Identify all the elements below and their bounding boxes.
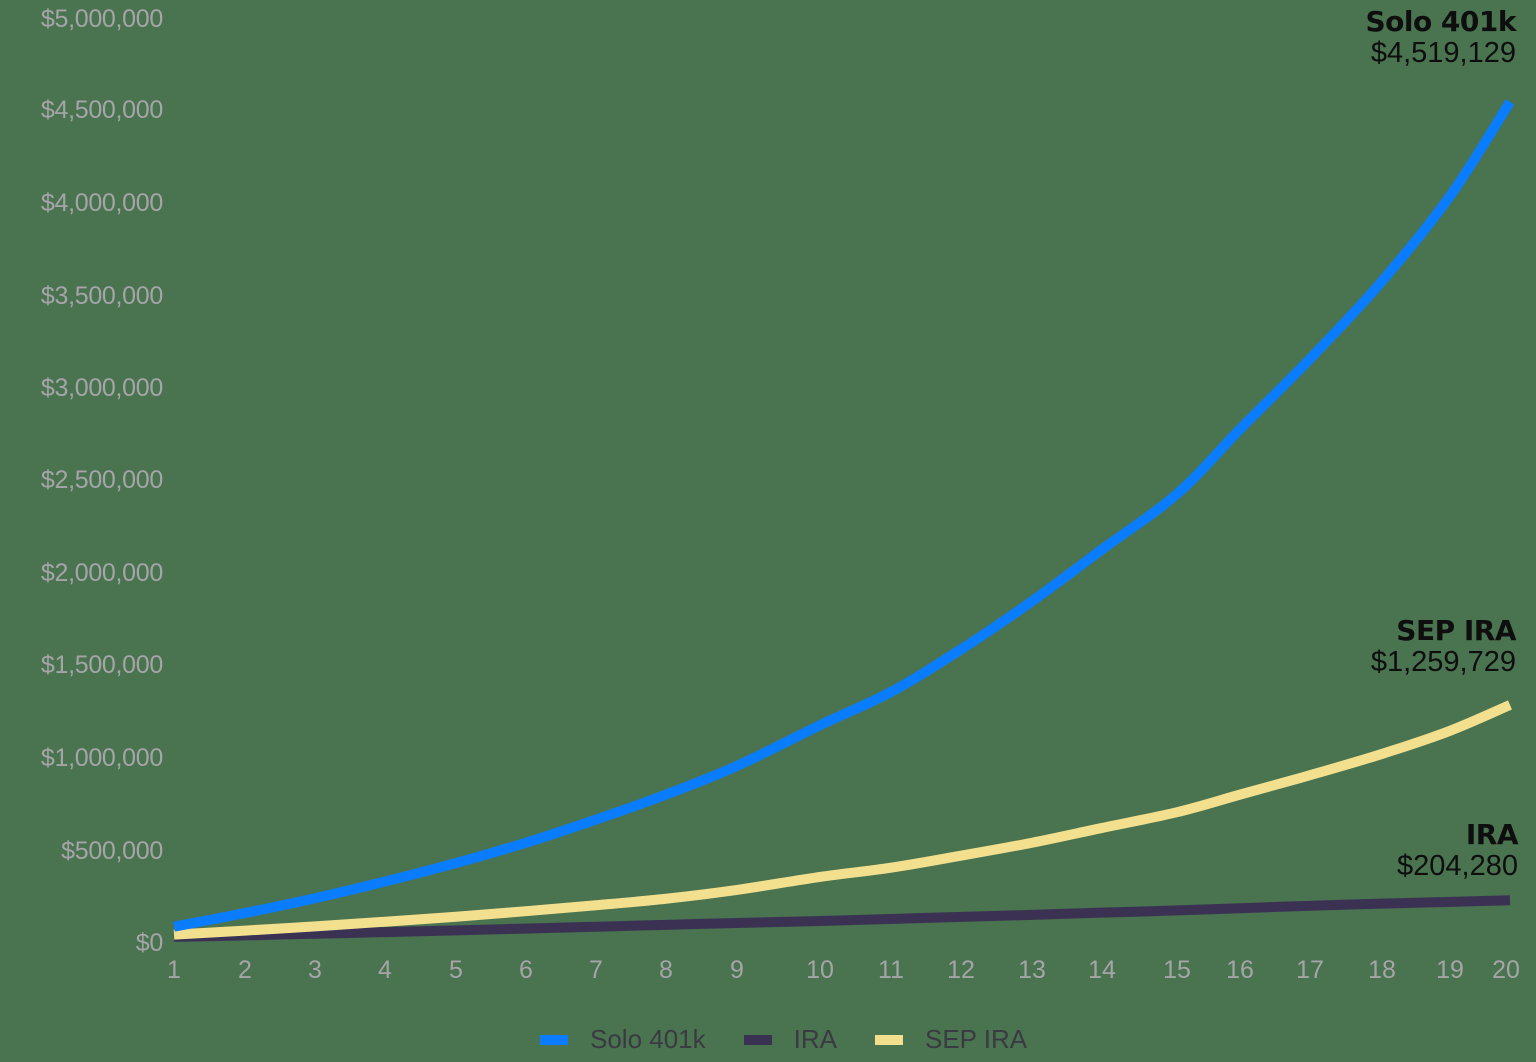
legend-item-ira[interactable]: IRA (743, 1024, 837, 1055)
y-tick-label: $2,000,000 (40, 559, 163, 587)
y-tick-label: $1,500,000 (40, 651, 163, 679)
legend-item-sep-ira[interactable]: SEP IRA (875, 1024, 1027, 1055)
x-tick-label: 15 (1163, 956, 1191, 984)
x-tick-label: 9 (730, 956, 744, 984)
x-tick-label: 17 (1296, 956, 1324, 984)
y-tick-label: $3,000,000 (40, 374, 163, 402)
y-tick-label: $4,500,000 (40, 96, 163, 124)
y-tick-label: $2,500,000 (40, 466, 163, 494)
x-tick-label: 5 (449, 956, 463, 984)
ira-end-label: IRA $204,280 (1397, 818, 1519, 883)
y-tick-label: $3,500,000 (40, 282, 163, 310)
solo-401k-end-label: Solo 401k $4,519,129 (1365, 5, 1516, 70)
series-name: SEP IRA (1396, 614, 1516, 647)
legend-label: Solo 401k (590, 1024, 706, 1054)
x-tick-label: 16 (1226, 956, 1254, 984)
series-final-value: $1,259,729 (1370, 646, 1516, 678)
solo-401k-line (173, 99, 1515, 932)
y-tick-label: $500,000 (61, 837, 163, 865)
sep-ira-end-label: SEP IRA $1,259,729 (1370, 614, 1517, 679)
y-tick-label: $1,000,000 (40, 744, 163, 772)
x-tick-label: 10 (806, 956, 834, 984)
legend-label: SEP IRA (925, 1024, 1028, 1054)
legend-item-solo-401k[interactable]: Solo 401k (540, 1024, 706, 1055)
series-name: IRA (1465, 818, 1519, 851)
x-tick-label: 14 (1088, 956, 1116, 984)
x-tick-label: 1 (167, 956, 181, 984)
x-tick-label: 4 (378, 956, 392, 984)
x-tick-label: 11 (878, 956, 904, 984)
x-tick-label: 2 (238, 956, 252, 984)
x-tick-label: 18 (1368, 956, 1396, 984)
series-name: Solo 401k (1365, 5, 1516, 38)
legend-swatch-icon (875, 1034, 903, 1045)
legend: Solo 401k IRA SEP IRA (540, 1024, 1065, 1055)
series-final-value: $4,519,129 (1370, 37, 1516, 69)
x-tick-label: 6 (519, 956, 533, 984)
x-tick-label: 20 (1492, 956, 1520, 984)
y-tick-label: $5,000,000 (40, 5, 163, 33)
x-tick-label: 12 (947, 956, 975, 984)
series-final-value: $204,280 (1397, 850, 1518, 882)
legend-swatch-icon (743, 1034, 772, 1045)
x-tick-label: 7 (589, 956, 603, 984)
y-tick-label: $0 (135, 929, 164, 957)
y-tick-label: $4,000,000 (40, 189, 163, 217)
legend-swatch-icon (540, 1034, 568, 1045)
ira-line (173, 895, 1511, 942)
sep-ira-line (173, 700, 1512, 940)
x-tick-label: 13 (1018, 956, 1046, 984)
legend-label: IRA (793, 1024, 837, 1054)
x-tick-label: 8 (659, 956, 673, 984)
x-tick-label: 19 (1436, 956, 1464, 984)
x-tick-label: 3 (308, 956, 322, 984)
